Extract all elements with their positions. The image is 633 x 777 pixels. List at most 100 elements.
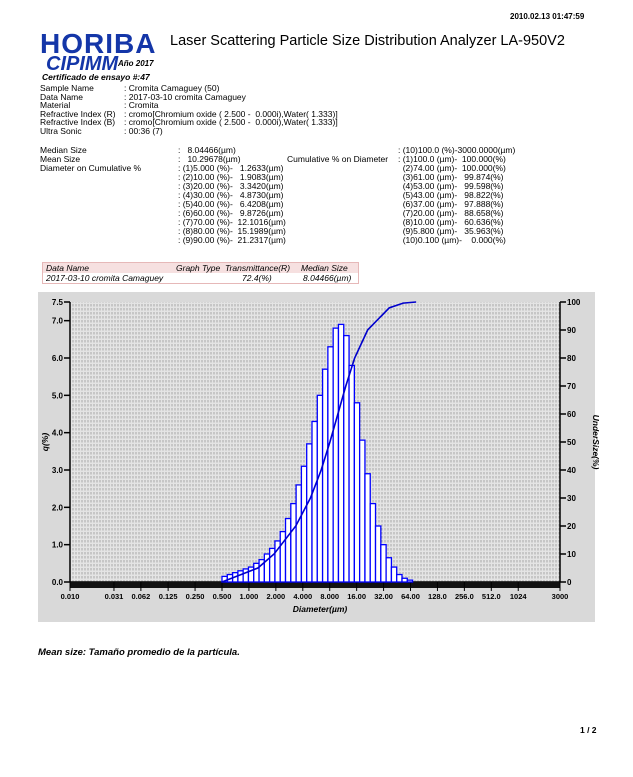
bar xyxy=(311,420,318,583)
info-label: Data Name xyxy=(40,91,83,102)
value: : 8.04466(µm) xyxy=(178,145,236,155)
info-label: Material xyxy=(40,100,71,111)
bar xyxy=(364,473,371,583)
y-axis-label: q(%) xyxy=(40,433,50,452)
y2-tick-label: 70 xyxy=(567,382,576,391)
page-number: 1 / 2 xyxy=(580,725,597,735)
summary-table: Data Name Graph Type Transmittance(R) Me… xyxy=(42,262,359,284)
info-value: : Cromita xyxy=(124,100,159,111)
y-tick-label: 7.5 xyxy=(52,298,64,307)
cumulative-row: (5)43.00 (µm)- 98.822(%) xyxy=(398,190,504,200)
diameter-row: : (7)70.00 (%)- 12.1016(µm) xyxy=(178,217,286,227)
y-tick-label: 4.0 xyxy=(52,429,64,438)
bar xyxy=(406,579,414,583)
bar xyxy=(369,502,377,583)
bar xyxy=(380,544,387,583)
info-label: Refractive Index (R) xyxy=(40,108,116,119)
cumulative-row: (9)5.800 (µm)- 35.963(%) xyxy=(398,226,504,236)
x-axis-label: Diameter(µm) xyxy=(293,604,348,614)
label: Mean Size xyxy=(40,154,81,164)
cumulative-row: : (1)100.0 (µm)- 100.000(%) xyxy=(398,154,506,164)
y2-tick-label: 80 xyxy=(567,354,576,363)
diameter-row: : (3)20.00 (%)- 3.3420(µm) xyxy=(178,181,284,191)
cumulative-row: (8)10.00 (µm)- 60.636(%) xyxy=(398,217,504,227)
bar xyxy=(327,346,334,583)
bar xyxy=(253,562,260,583)
footer-note: Mean size: Tamaño promedio de la partícu… xyxy=(38,647,240,658)
info-value: : cromo[Chromium oxide ( 2.500 - 0.000i)… xyxy=(124,108,338,119)
diameter-row: : (9)90.00 (%)- 21.2317(µm) xyxy=(178,235,286,245)
timestamp: 2010.02.13 01:47:59 xyxy=(510,12,585,21)
y2-tick-label: 90 xyxy=(567,326,576,335)
table-header xyxy=(43,263,358,273)
x-tick-label: 0.062 xyxy=(131,592,150,601)
y-tick-label: 5.0 xyxy=(52,391,64,400)
y2-tick-label: 10 xyxy=(567,550,576,559)
diameter-row: : (6)60.00 (%)- 9.8726(µm) xyxy=(178,208,284,218)
info-label: Sample Name xyxy=(40,83,94,93)
info-label: Ultra Sonic xyxy=(40,126,82,136)
x-tick-label: 32.00 xyxy=(374,592,393,601)
bar xyxy=(401,577,408,583)
header-cell: Transmittance(R) xyxy=(225,263,291,273)
bar xyxy=(343,334,350,583)
y-tick-label: 3.0 xyxy=(52,466,64,475)
bar xyxy=(300,465,308,583)
cumulative-row: (3)61.00 (µm)- 99.874(%) xyxy=(398,172,504,182)
x-tick-label: 16.00 xyxy=(347,592,366,601)
diameter-row: : (2)10.00 (%)- 1.9083(µm) xyxy=(178,172,284,182)
cumulative-row: (2)74.00 (µm)- 100.000(%) xyxy=(398,163,506,173)
bar xyxy=(242,568,250,583)
x-tick-label: 64.00 xyxy=(401,592,420,601)
x-tick-label: 3000 xyxy=(552,592,569,601)
cumulative-row: (6)37.00 (µm)- 97.888(%) xyxy=(398,199,504,209)
y2-tick-label: 50 xyxy=(567,438,576,447)
x-tick-label: 1.000 xyxy=(240,592,259,601)
x-tick-label: 512.0 xyxy=(482,592,501,601)
x-tick-label: 0.010 xyxy=(61,592,80,601)
y-tick-label: 6.0 xyxy=(52,354,64,363)
bar xyxy=(358,439,366,583)
bar xyxy=(321,368,329,583)
cell: 8.04466(µm) xyxy=(303,273,352,283)
x-tick-label: 1024 xyxy=(510,592,528,601)
cumulative-line xyxy=(221,301,417,583)
x-tick-label: 128.0 xyxy=(428,592,447,601)
bar xyxy=(390,566,398,583)
x-tick-label: 0.250 xyxy=(186,592,205,601)
chart: Diameter(µm) q(%) UnderSize(%) 0.010 0.03… xyxy=(38,292,601,622)
x-tick-label: 256.0 xyxy=(455,592,474,601)
bar xyxy=(374,525,382,583)
x-tick-label: 0.125 xyxy=(159,592,178,601)
info-label: Refractive Index (B) xyxy=(40,117,116,128)
y2-tick-label: 40 xyxy=(567,466,576,475)
cell: 2017-03-10 cromita Camaguey xyxy=(46,273,164,283)
bar xyxy=(385,557,393,583)
label: Cumulative % on Diameter xyxy=(287,154,389,164)
diameter-row: : (1)5.000 (%)- 1.2633(µm) xyxy=(178,163,284,173)
bar xyxy=(332,327,340,583)
label: Median Size xyxy=(40,145,87,155)
label: Diameter on Cumulative % xyxy=(40,163,142,173)
x-tick-label: 8.000 xyxy=(320,592,339,601)
x-tick-label: 4.000 xyxy=(293,592,312,601)
x-tick-label: 2.000 xyxy=(266,592,285,601)
y2-tick-label: 30 xyxy=(567,494,576,503)
info-value: : Cromita Camaguey (50) xyxy=(124,83,220,93)
y2-axis-label: UnderSize(%) xyxy=(591,415,601,470)
cumulative-row: (7)20.00 (µm)- 88.658(%) xyxy=(398,208,504,218)
y2-tick-label: 100 xyxy=(567,298,581,307)
cell: 72.4(%) xyxy=(242,273,272,283)
bar xyxy=(284,517,292,583)
bar xyxy=(306,443,313,583)
x-axis-band xyxy=(70,582,560,588)
header-cell: Graph Type xyxy=(176,263,221,273)
x-tick-label: 0.500 xyxy=(213,592,232,601)
year: Año 2017 xyxy=(118,59,154,68)
bar xyxy=(353,402,361,583)
info-value: : cromo[Chromium oxide ( 2.500 - 0.000i)… xyxy=(124,117,338,128)
diameter-row: : (5)40.00 (%)- 6.4208(µm) xyxy=(178,199,284,209)
title: Laser Scattering Particle Size Distribut… xyxy=(170,33,565,49)
info-value: : 2017-03-10 cromita Camaguey xyxy=(124,91,246,102)
